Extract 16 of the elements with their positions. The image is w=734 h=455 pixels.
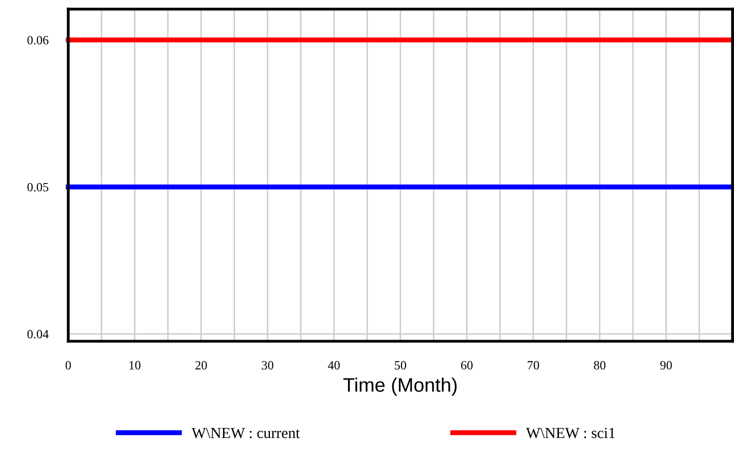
legend-label: W\NEW : sci1	[526, 428, 615, 438]
x-tick-label: 80	[594, 361, 606, 370]
x-tick-label: 30	[262, 361, 274, 370]
y-tick-label: 0.05	[27, 182, 48, 192]
y-tick-label: 0.06	[27, 36, 48, 44]
x-tick-label: 20	[195, 361, 207, 370]
x-tick-label: 40	[328, 361, 340, 370]
x-tick-label: 90	[660, 361, 672, 370]
x-tick-label: 70	[528, 361, 540, 370]
x-tick-label: 60	[461, 361, 473, 370]
x-tick-label: 50	[394, 361, 406, 370]
x-axis-title: Time (Month)	[343, 378, 457, 396]
legend-label: W\NEW : current	[192, 428, 300, 438]
x-tick-label: 0	[66, 361, 71, 370]
y-tick-label: 0.04	[27, 330, 49, 338]
x-tick-label: 10	[130, 361, 140, 370]
